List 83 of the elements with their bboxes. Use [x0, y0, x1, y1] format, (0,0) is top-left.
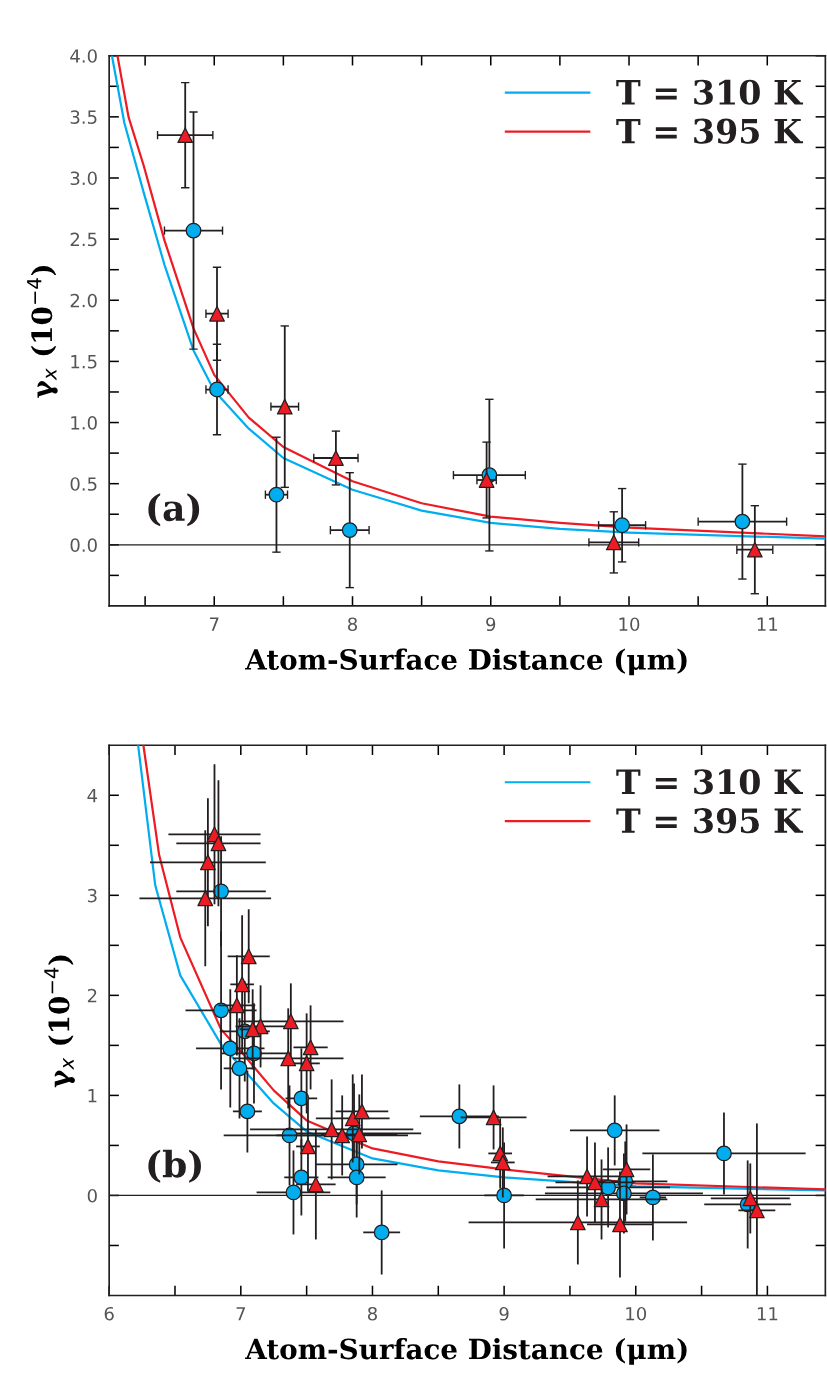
x-tick-label: 6 — [104, 1306, 114, 1321]
point — [239, 1103, 256, 1120]
y-tick-label: 3.5 — [70, 110, 97, 124]
point — [300, 1138, 316, 1155]
point — [327, 450, 344, 466]
point — [234, 976, 251, 993]
y-tick-label: 0 — [87, 1188, 97, 1203]
point — [240, 948, 257, 965]
x-tick-label: 10 — [619, 617, 640, 632]
annotation: (b) — [148, 1149, 201, 1183]
y-tick-label: 4.0 — [70, 49, 97, 63]
point — [606, 1122, 623, 1139]
point — [213, 1002, 229, 1019]
x-axis-title: Atom-Surface Distance (μm) — [245, 1337, 687, 1365]
x-axis-title: Atom-Surface Distance (μm) — [245, 648, 687, 676]
point — [282, 1013, 299, 1030]
y-axis-title: γ$_{x}$ (10$^{−4}$) — [44, 955, 75, 1088]
point — [644, 1189, 661, 1206]
point — [231, 1060, 248, 1077]
y-tick-label: 0.5 — [70, 477, 97, 491]
x-tick-label: 11 — [757, 1307, 778, 1321]
y-axis-title: γ$_{x}$ (10$^{−4}$) — [27, 265, 58, 398]
y-tick-label: 3 — [87, 888, 97, 903]
point — [285, 1184, 302, 1201]
point — [199, 854, 216, 871]
point — [228, 997, 245, 1014]
point — [618, 1161, 635, 1178]
x-tick-label: 7 — [209, 617, 219, 631]
point — [354, 1103, 370, 1120]
point — [280, 1050, 297, 1067]
point — [748, 1202, 765, 1219]
point — [307, 1176, 324, 1193]
point — [209, 305, 225, 322]
legend-label: T = 310 K — [616, 769, 804, 795]
y-tick-label: 2 — [87, 988, 97, 1003]
point — [612, 1216, 628, 1233]
point — [210, 835, 227, 852]
point — [197, 890, 214, 907]
x-tick-label: 7 — [236, 1307, 246, 1321]
y-tick-label: 1.5 — [71, 355, 97, 369]
y-tick-label: 3.0 — [70, 171, 97, 186]
point — [348, 1169, 365, 1186]
point — [177, 127, 194, 144]
x-tick-label: 8 — [367, 1306, 377, 1321]
point — [569, 1214, 586, 1231]
point — [587, 1174, 603, 1191]
point — [351, 1126, 368, 1143]
x-tick-label: 11 — [757, 617, 778, 631]
point — [341, 522, 358, 539]
y-tick-label: 0.0 — [70, 538, 97, 552]
point — [244, 1021, 261, 1038]
annotation: (a) — [148, 493, 200, 527]
point — [593, 1191, 610, 1208]
point — [373, 1224, 390, 1241]
point — [185, 222, 202, 239]
point — [298, 1055, 315, 1072]
point — [614, 517, 631, 534]
y-tick-label: 4 — [87, 788, 98, 803]
x-tick-label: 8 — [347, 617, 358, 632]
x-tick-label: 9 — [499, 1306, 509, 1321]
legend-label: T = 395 K — [616, 808, 804, 834]
point — [716, 1145, 732, 1162]
legend-label: T = 310 K — [616, 79, 804, 105]
y-tick-label: 2.5 — [70, 232, 97, 247]
point — [209, 381, 225, 398]
point — [302, 1039, 319, 1056]
point — [276, 398, 293, 415]
legend-label: T = 395 K — [616, 118, 804, 144]
point — [605, 534, 622, 551]
y-tick-label: 1.0 — [71, 416, 97, 430]
point — [485, 1109, 502, 1126]
y-tick-label: 2.0 — [70, 293, 97, 308]
point — [746, 541, 763, 558]
point — [494, 1154, 511, 1171]
x-tick-label: 9 — [486, 617, 496, 632]
point — [268, 486, 285, 503]
x-tick-label: 10 — [626, 1306, 647, 1321]
point — [323, 1121, 340, 1138]
point — [344, 1110, 361, 1127]
point — [734, 513, 751, 530]
point — [451, 1108, 468, 1125]
y-tick-label: 1 — [88, 1089, 97, 1103]
point — [334, 1127, 351, 1144]
